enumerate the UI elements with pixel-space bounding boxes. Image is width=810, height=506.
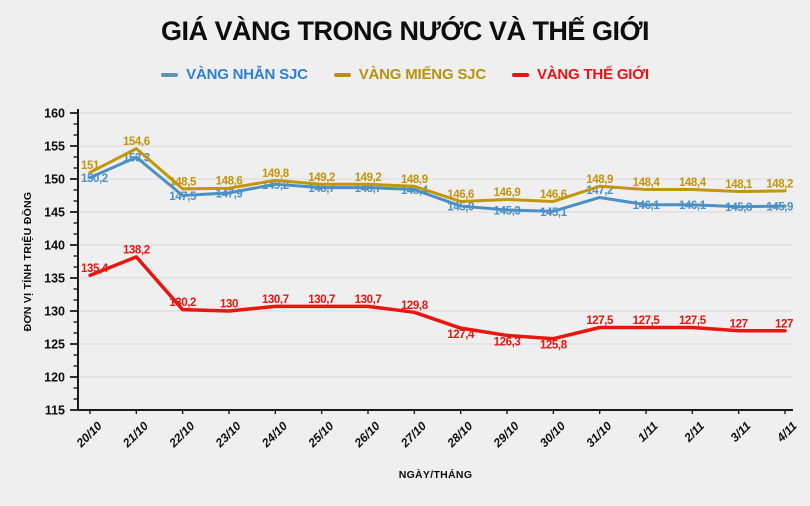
- data-label: 150,2: [81, 173, 108, 185]
- y-tick-label: 155: [44, 140, 65, 154]
- chart-title: GIÁ VÀNG TRONG NƯỚC VÀ THẾ GIỚI: [161, 16, 649, 46]
- data-label: 127: [775, 318, 793, 330]
- y-tick-label: 160: [44, 107, 65, 121]
- y-tick-label: 145: [44, 206, 65, 220]
- data-label: 125,8: [540, 340, 568, 352]
- x-tick-label: 25/10: [305, 419, 337, 451]
- x-tick-label: 1/11: [635, 419, 661, 445]
- legend-label: VÀNG THẾ GIỚI: [536, 66, 649, 83]
- y-tick-label: 150: [44, 173, 65, 187]
- y-tick-label: 115: [45, 404, 65, 418]
- y-tick-label: 130: [44, 305, 65, 319]
- data-label: 127,5: [633, 315, 661, 327]
- legend-label: VÀNG MIẾNG SJC: [358, 66, 486, 83]
- data-label: 148,6: [216, 176, 243, 188]
- data-label: 138,2: [123, 244, 150, 256]
- data-label: 130,7: [262, 294, 289, 306]
- legend-item-1: VÀNG MIẾNG SJC: [333, 66, 486, 83]
- y-tick-label: 135: [44, 272, 65, 286]
- data-label: 148,2: [766, 178, 793, 190]
- chart-legend: VÀNG NHẪN SJC VÀNG MIẾNG SJC VÀNG THẾ GIỚI: [0, 66, 810, 83]
- x-tick-label: 3/11: [728, 419, 754, 445]
- data-label: 147,5: [169, 191, 197, 203]
- x-tick-label: 28/10: [444, 419, 476, 451]
- data-label: 149,2: [308, 172, 335, 184]
- data-label: 130,7: [355, 294, 382, 306]
- data-label: 148,4: [679, 177, 707, 189]
- series-line: [88, 155, 787, 213]
- y-tick-label: 140: [44, 239, 65, 253]
- x-tick-label: 27/10: [397, 419, 429, 451]
- data-label: 148,9: [586, 174, 613, 186]
- legend-swatch-icon: [333, 72, 351, 77]
- x-axis-title: NGÀY/THÁNG: [399, 468, 473, 481]
- data-label: 127: [730, 318, 748, 330]
- legend-item-0: VÀNG NHẪN SJC: [161, 66, 308, 83]
- series-line: [88, 255, 787, 341]
- x-tick-label: 31/10: [583, 419, 614, 450]
- data-label: 129,8: [401, 300, 429, 312]
- x-tick-label: 26/10: [351, 419, 383, 451]
- data-label: 127,5: [586, 315, 614, 327]
- x-tick-label: 29/10: [490, 419, 522, 451]
- data-label: 127,5: [679, 315, 707, 327]
- x-tick-label: 23/10: [212, 419, 244, 451]
- legend-swatch-icon: [511, 72, 529, 77]
- data-label: 127,4: [447, 329, 475, 341]
- x-tick-label: 21/10: [119, 419, 151, 451]
- x-tick-label: 4/11: [773, 419, 800, 446]
- data-label: 126,3: [494, 336, 521, 348]
- x-tick-label: 20/10: [73, 419, 105, 451]
- y-tick-label: 120: [44, 371, 65, 385]
- data-label: 148,1: [725, 179, 753, 191]
- data-label: 149,2: [355, 172, 382, 184]
- x-tick-label: 24/10: [258, 419, 290, 451]
- gridlines: [78, 112, 793, 411]
- x-tick-label: 30/10: [537, 419, 568, 450]
- data-label: 148,9: [401, 174, 428, 186]
- legend-swatch-icon: [161, 72, 179, 77]
- y-axis-title: ĐƠN VỊ TÍNH TRIỆU ĐỒNG: [21, 192, 34, 332]
- series-lines: [88, 147, 787, 341]
- data-label: 149,8: [262, 168, 290, 180]
- legend-label: VÀNG NHẪN SJC: [186, 66, 308, 83]
- data-label: 130: [220, 299, 238, 311]
- data-label: 145,8: [725, 202, 753, 214]
- x-tick-label: 22/10: [166, 419, 198, 451]
- series-line: [88, 147, 787, 203]
- x-tick-label: 2/11: [681, 419, 708, 446]
- y-tick-label: 125: [44, 338, 65, 352]
- data-label: 148,4: [633, 177, 661, 189]
- data-label: 148,5: [169, 176, 197, 188]
- data-label: 154,6: [123, 136, 150, 148]
- data-label: 130,7: [308, 294, 335, 306]
- legend-item-2: VÀNG THẾ GIỚI: [511, 66, 649, 83]
- data-label: 146,9: [494, 187, 521, 199]
